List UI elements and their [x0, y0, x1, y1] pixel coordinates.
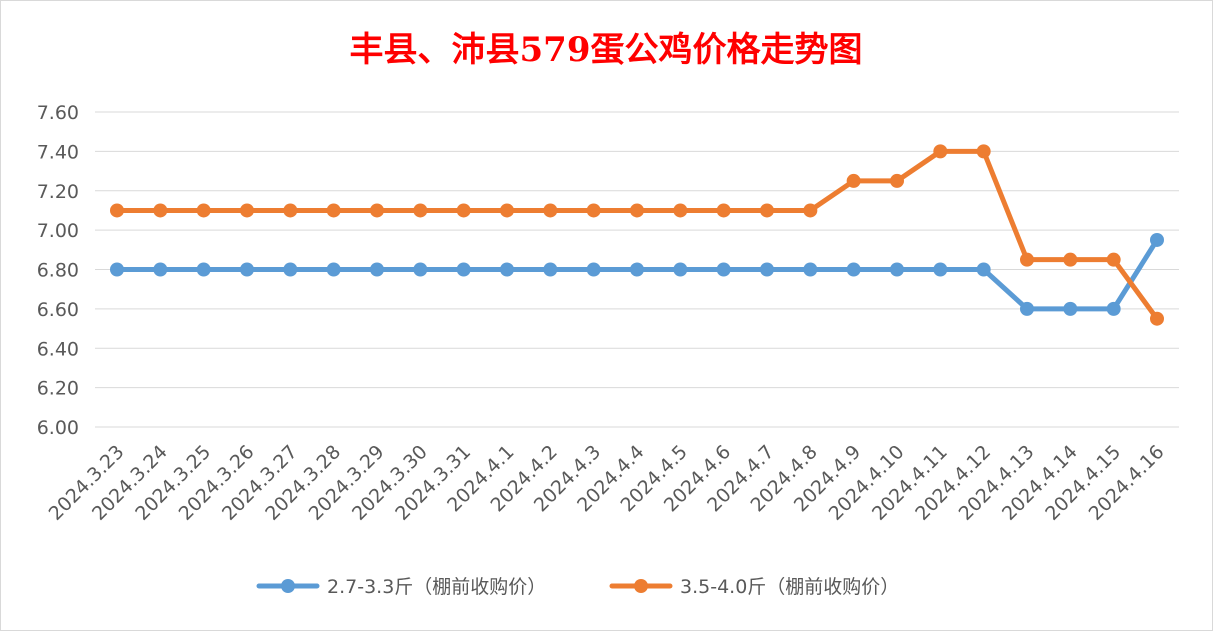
legend-item: 3.5-4.0斤（棚前收购价） [609, 576, 899, 598]
data-point [370, 262, 384, 277]
data-point [976, 262, 991, 277]
data-point [890, 173, 904, 188]
data-point [543, 203, 558, 218]
data-point [1106, 252, 1121, 267]
data-point [456, 262, 471, 277]
data-point [760, 203, 774, 218]
data-point [1063, 301, 1078, 316]
data-point [673, 262, 688, 277]
data-point [413, 203, 428, 218]
data-point [846, 173, 861, 188]
data-point [456, 203, 471, 218]
data-point [1150, 232, 1164, 247]
data-point [543, 262, 558, 277]
legend-marker [634, 579, 648, 593]
data-point [196, 203, 211, 218]
data-point [326, 262, 341, 277]
data-point [890, 262, 904, 277]
legend-item: 2.7-3.3斤（棚前收购价） [256, 576, 546, 598]
y-tick-label: 7.40 [37, 141, 79, 163]
data-point [760, 262, 774, 277]
legend-marker [281, 579, 295, 593]
data-point [846, 262, 861, 277]
chart-title: 丰县、沛县579蛋公鸡价格走势图 [350, 30, 863, 70]
y-tick-label: 6.20 [37, 378, 79, 400]
data-point [413, 262, 428, 277]
data-point [673, 203, 688, 218]
y-tick-label: 6.00 [37, 417, 79, 439]
data-point [976, 144, 991, 159]
data-point [1063, 252, 1078, 267]
data-point [240, 262, 254, 277]
data-point [240, 203, 254, 218]
x-axis-tick-labels: 2024.3.232024.3.242024.3.252024.3.262024… [45, 441, 1169, 525]
series-lines [110, 144, 1164, 326]
data-point [716, 203, 731, 218]
data-point [153, 203, 168, 218]
series-1 [110, 232, 1164, 316]
data-point [326, 203, 341, 218]
y-tick-label: 7.60 [37, 102, 79, 124]
legend: 2.7-3.3斤（棚前收购价） 3.5-4.0斤（棚前收购价） [256, 576, 899, 598]
data-point [153, 262, 168, 277]
data-point [933, 262, 948, 277]
data-point [1020, 252, 1034, 267]
data-point [630, 262, 644, 277]
data-point [803, 262, 818, 277]
data-point [803, 203, 818, 218]
data-point [933, 144, 948, 159]
series-line [114, 148, 1160, 322]
data-point [110, 203, 124, 218]
data-point [500, 203, 514, 218]
series-2 [110, 144, 1164, 326]
data-point [283, 262, 298, 277]
legend-label: 3.5-4.0斤（棚前收购价） [680, 576, 899, 598]
data-point [110, 262, 124, 277]
y-tick-label: 6.40 [37, 338, 79, 360]
y-tick-label: 6.60 [37, 299, 79, 321]
data-point [586, 203, 601, 218]
y-tick-label: 6.80 [37, 260, 79, 282]
data-point [283, 203, 298, 218]
data-point [630, 203, 644, 218]
data-point [370, 203, 384, 218]
data-point [1020, 301, 1034, 316]
y-tick-label: 7.00 [37, 220, 79, 242]
y-tick-label: 7.20 [37, 181, 79, 203]
data-point [586, 262, 601, 277]
y-axis-tick-labels: 6.00 6.20 6.40 6.60 6.80 7.00 7.20 7.40 7.60 [37, 102, 79, 439]
data-point [196, 262, 211, 277]
legend-label: 2.7-3.3斤（棚前收购价） [327, 576, 546, 598]
data-point [500, 262, 514, 277]
data-point [1106, 301, 1121, 316]
data-point [1150, 311, 1164, 326]
data-point [716, 262, 731, 277]
